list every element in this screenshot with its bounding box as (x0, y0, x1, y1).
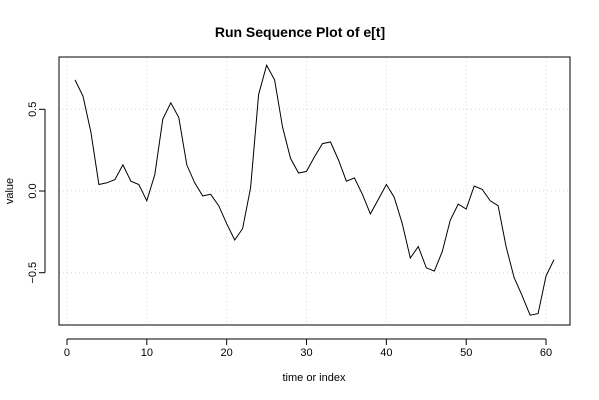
x-axis-label: time or index (283, 372, 346, 384)
series-line-0 (74, 63, 555, 316)
x-tick-label-0: 0 (64, 347, 70, 359)
plot-frame (58, 56, 571, 326)
x-tick-label-4: 40 (380, 347, 392, 359)
x-tick-label-5: 50 (460, 347, 472, 359)
y-tick-label-0: −0.5 (27, 262, 39, 284)
x-tick-label-2: 20 (221, 347, 233, 359)
y-tick-label-1: 0.0 (27, 183, 39, 198)
y-axis: −0.5 0.0 0.5 (27, 102, 46, 284)
x-tick-label-3: 30 (300, 347, 312, 359)
chart-title: Run Sequence Plot of e[t] (215, 24, 385, 40)
y-tick-label-2: 0.5 (27, 102, 39, 117)
x-axis: 0 10 20 30 40 50 60 (64, 338, 552, 359)
y-axis-label: value (4, 178, 16, 204)
x-tick-label-1: 10 (141, 347, 153, 359)
grid (59, 57, 570, 325)
series-layer (74, 63, 555, 316)
x-tick-label-6: 60 (540, 347, 552, 359)
